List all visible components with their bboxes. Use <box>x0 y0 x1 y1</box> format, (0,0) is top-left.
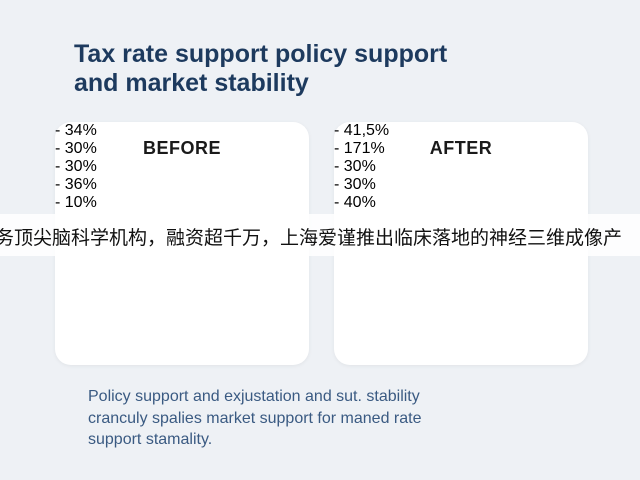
overlay-banner: 务顶尖脑科学机构，融资超千万，上海爱谨推出临床落地的神经三维成像产 <box>0 214 640 256</box>
list-item: - 10% <box>55 194 97 211</box>
title: Tax rate support policy support and marke… <box>74 40 447 98</box>
caption-line: cranculy spalies market support for mane… <box>88 409 422 427</box>
list-item: - 30% <box>334 176 376 193</box>
list-item: - 30% <box>55 158 97 175</box>
title-line: Tax rate support policy support <box>74 40 448 68</box>
list-item: - 171% <box>334 140 385 157</box>
list-item: - 41,5% <box>334 122 390 139</box>
list-item: - 34% <box>55 122 97 139</box>
caption: Policy support and exjustation and sut. … <box>88 386 421 451</box>
title-line: and market stability <box>74 69 309 97</box>
card-heading: AFTER <box>429 138 493 158</box>
caption-line: Policy support and exjustation and sut. … <box>88 388 420 405</box>
banner-text: 务顶尖脑科学机构，融资超千万，上海爱谨推出临床落地的神经三维成像产 <box>0 227 623 249</box>
list-item: - 30% <box>55 140 97 157</box>
list-item: - 30% <box>334 158 376 175</box>
list-item: - 36% <box>55 176 97 193</box>
card-heading: BEFORE <box>142 138 221 158</box>
list-item: - 40% <box>334 194 376 211</box>
caption-line: support stamality. <box>88 431 213 448</box>
